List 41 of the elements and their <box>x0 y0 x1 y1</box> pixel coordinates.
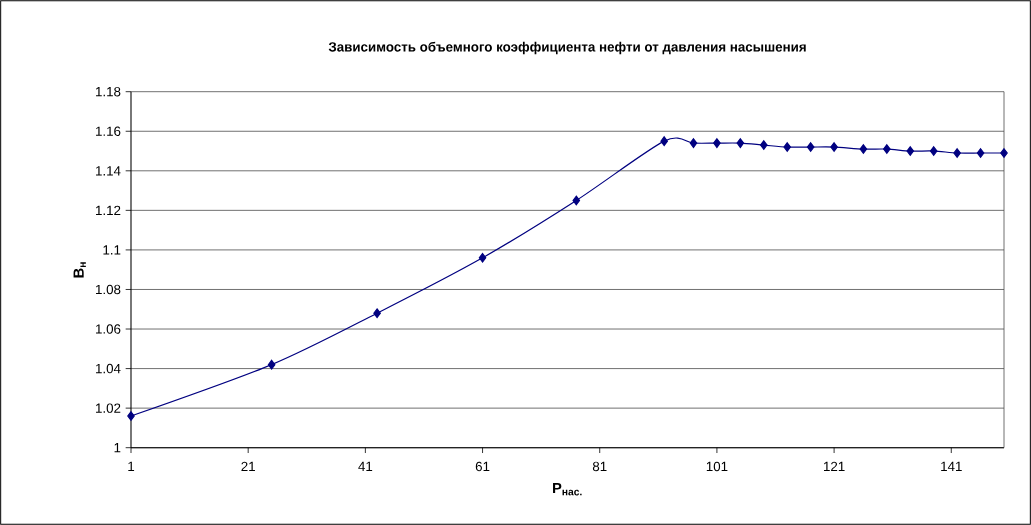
x-axis-title: P$_{нас.}$ <box>553 483 582 496</box>
point <box>976 148 985 158</box>
x-tick-label: 41 <box>358 461 373 471</box>
point <box>689 138 698 148</box>
point <box>478 252 487 263</box>
x-tick-label: 61 <box>475 461 490 472</box>
chart-title: Зависимость объемного коэффициента нефти от давления насышения <box>328 41 806 55</box>
y-tick-label: 1.18 <box>96 86 121 97</box>
point <box>1000 148 1008 158</box>
point <box>953 148 961 158</box>
y-tick-label: 1.14 <box>96 166 121 176</box>
y-tick-label: 1.12 <box>96 205 121 216</box>
point <box>929 146 938 156</box>
point <box>806 142 815 152</box>
x-tick-label: 21 <box>241 461 255 472</box>
y-tick-label: 1.06 <box>96 324 121 334</box>
point <box>267 359 276 370</box>
y-tick-label: 1 <box>114 443 121 453</box>
y-tick-label: 1.1 <box>103 245 121 255</box>
x-tick-label: 141 <box>941 461 962 471</box>
point <box>127 411 135 421</box>
point <box>572 195 581 206</box>
x-tick-label: 101 <box>706 461 728 472</box>
point <box>906 146 915 156</box>
y-tick-label: 1.02 <box>96 403 121 413</box>
point <box>759 140 768 150</box>
point <box>783 142 792 152</box>
y-tick-label: 1.16 <box>96 126 121 136</box>
y-tick-label: 1.04 <box>96 363 121 374</box>
x-tick-label: 81 <box>592 461 607 472</box>
point <box>373 308 381 319</box>
point <box>713 138 721 148</box>
y-tick-label: 1.08 <box>96 284 121 295</box>
point <box>859 144 868 154</box>
x-tick-label: 121 <box>824 461 845 472</box>
point <box>660 136 668 146</box>
point <box>883 144 891 154</box>
point <box>830 142 838 152</box>
y-axis-title: B$_{н}$ <box>73 262 86 278</box>
x-tick-label: 1 <box>128 461 135 471</box>
point <box>736 138 745 148</box>
